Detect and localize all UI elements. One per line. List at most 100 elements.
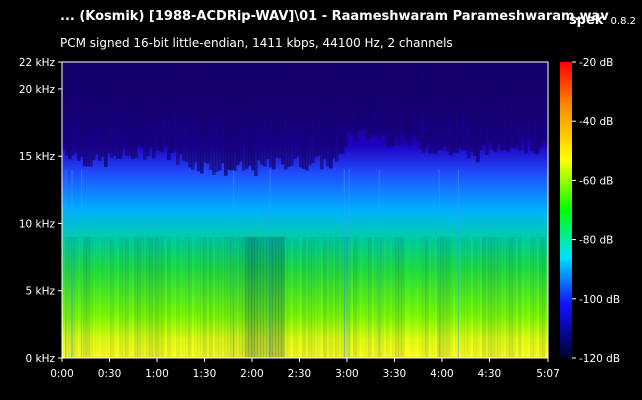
spectrogram-column-shade xyxy=(203,236,207,358)
spectrogram-column-shade xyxy=(221,236,225,358)
spectrogram-column xyxy=(167,62,171,160)
spectrogram-column xyxy=(494,62,498,153)
x-tick-label: 0:30 xyxy=(98,368,122,380)
spectrogram-column xyxy=(461,62,465,151)
spectrogram-column-shade xyxy=(224,236,228,358)
spectrogram-column-shade xyxy=(377,236,381,358)
spectrogram-column-shade xyxy=(509,236,513,358)
spectrogram-column-shade xyxy=(287,236,291,358)
spectrogram-column xyxy=(194,62,198,163)
spectrogram-column xyxy=(152,62,156,159)
spectrogram-column-shade xyxy=(134,236,138,358)
spectrogram-column xyxy=(476,62,480,163)
spectrogram-column-shade xyxy=(272,236,276,358)
spectrogram-column xyxy=(176,62,180,165)
spectrogram-column xyxy=(149,62,153,148)
spectrogram-column xyxy=(227,62,231,170)
spectrogram-transient xyxy=(232,169,235,358)
spectrogram-column xyxy=(350,62,354,135)
spectrogram-column-shade xyxy=(257,236,261,358)
colorbar-label: -120 dB xyxy=(579,353,620,365)
spectrogram-column-shade xyxy=(386,236,390,358)
spectrogram-column-shade xyxy=(284,236,288,358)
plot-frame xyxy=(61,61,549,359)
spectrogram-column xyxy=(533,62,537,154)
spectrogram-column-shade xyxy=(425,236,429,358)
spectrogram-column xyxy=(155,62,159,151)
spectrogram-column xyxy=(158,62,162,152)
x-tick-label: 3:00 xyxy=(335,368,359,380)
x-tick-label: 0:00 xyxy=(50,368,74,380)
spectrogram-column-shade xyxy=(446,236,450,358)
spectrogram-transient xyxy=(80,169,83,358)
spectrogram-column xyxy=(473,62,477,156)
spectrogram-column-shade xyxy=(539,236,543,358)
spectrogram-column xyxy=(488,62,492,143)
spectrogram-column xyxy=(302,62,306,169)
spectrogram-column-shade xyxy=(278,236,282,358)
spectrogram-column xyxy=(197,62,201,172)
spectrogram-column-shade xyxy=(485,236,489,358)
spectrogram-transient xyxy=(65,169,67,358)
spectrogram-column xyxy=(386,62,390,146)
spectrogram-column xyxy=(443,62,447,148)
spectrogram-column xyxy=(437,62,441,151)
spectrogram-column-shade xyxy=(437,236,441,358)
spectrogram-column xyxy=(395,62,399,138)
spectrogram-column-shade xyxy=(311,236,315,358)
spectrogram-column xyxy=(449,62,453,156)
y-axis: 0 kHz 5 kHz 10 kHz 15 kHz 20 kHz 22 kHz xyxy=(19,57,62,365)
spectrogram-column-shade xyxy=(230,236,234,358)
spectrogram-column-shade xyxy=(305,236,309,358)
spectrogram-column-shade xyxy=(449,236,453,358)
spectrogram-column xyxy=(317,62,321,156)
spectrogram-column-shade xyxy=(251,236,255,358)
spectrogram-column xyxy=(320,62,324,170)
spectrogram-column xyxy=(71,62,75,156)
spectrogram-column-shade xyxy=(293,236,297,358)
spectrogram-column xyxy=(218,62,222,171)
spectrogram-column-shade xyxy=(368,236,372,358)
spectrogram-transient xyxy=(71,169,73,358)
spectrogram-column-shade xyxy=(476,236,480,358)
spectrogram-column-shade xyxy=(380,236,384,358)
spectrogram-column xyxy=(392,62,396,146)
spectrogram-column xyxy=(140,62,144,149)
colorbar-label: -40 dB xyxy=(579,116,613,128)
y-tick-label: 22 kHz xyxy=(19,57,56,69)
spectrogram-column xyxy=(545,62,548,147)
spectrogram-column xyxy=(455,62,459,153)
spectrogram-column xyxy=(185,62,189,163)
spectrogram-column xyxy=(368,62,372,139)
spectrogram-column xyxy=(422,62,426,153)
spectrogram-column xyxy=(335,62,339,162)
spectrogram-column xyxy=(338,62,342,154)
spectrogram-column xyxy=(269,62,273,168)
spectrogram-column xyxy=(161,62,165,153)
spectrogram-column xyxy=(290,62,294,166)
spectrogram-column xyxy=(137,62,141,146)
spectrogram-column xyxy=(107,62,111,154)
spectrogram-column xyxy=(539,62,543,148)
spectrogram-column-shade xyxy=(89,236,93,358)
spectrogram-column xyxy=(485,62,489,156)
spectrogram-column-shade xyxy=(260,236,264,358)
spectrogram-column-shade xyxy=(71,236,75,358)
spectrogram-column-shade xyxy=(236,236,240,358)
spectrogram-column xyxy=(365,62,369,141)
spectrogram-column xyxy=(374,62,378,137)
app-brand: spek 0.8.2 xyxy=(569,9,636,28)
spectrogram-column-shade xyxy=(266,236,270,358)
spectrogram-column xyxy=(536,62,540,155)
spectrogram-column xyxy=(512,62,516,149)
spectrogram-column-shade xyxy=(143,236,147,358)
spectrogram-column-shade xyxy=(461,236,465,358)
spectrogram-column xyxy=(116,62,120,159)
spectrogram-column-shade xyxy=(245,236,249,358)
spectrogram-column-shade xyxy=(308,236,312,358)
spectrogram-column-shade xyxy=(281,236,285,358)
spectrogram-column-shade xyxy=(326,236,330,358)
app-name: spek xyxy=(568,13,604,28)
spectrogram-column-shade xyxy=(194,236,198,358)
spectrogram-column xyxy=(296,62,300,157)
